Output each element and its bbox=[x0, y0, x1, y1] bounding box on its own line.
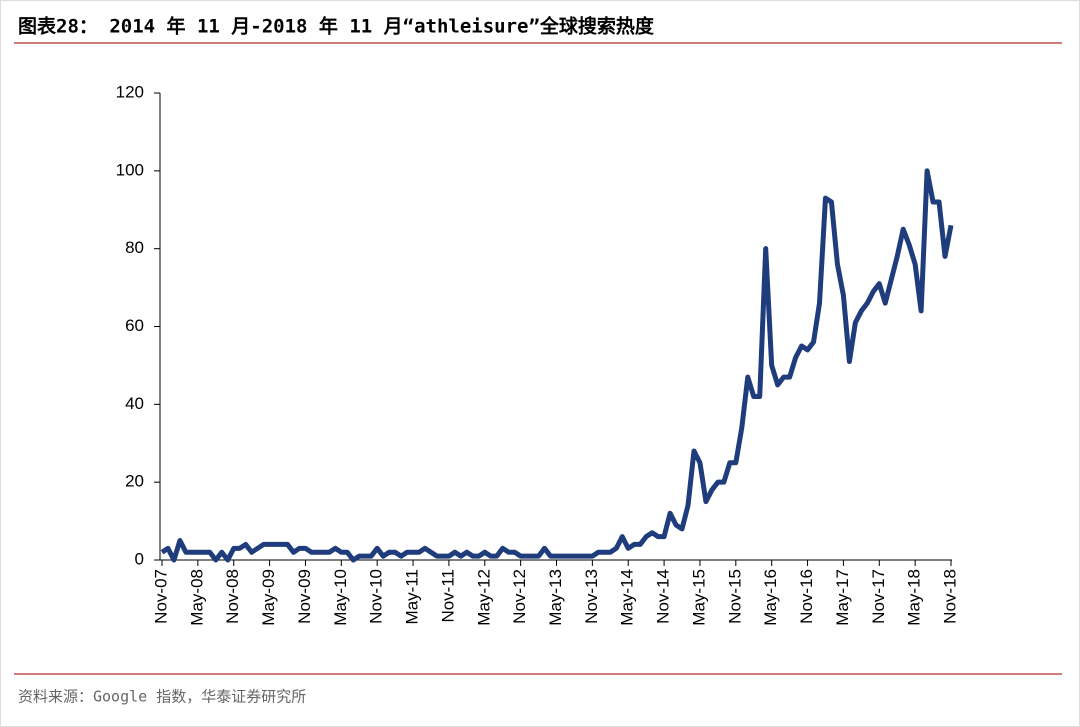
x-tick-label: Nov-13 bbox=[582, 569, 601, 624]
x-tick-label: May-13 bbox=[546, 569, 565, 626]
chart-title: 图表28： 2014 年 11 月-2018 年 11 月“athleisure… bbox=[18, 15, 655, 38]
x-tick-label: Nov-10 bbox=[367, 569, 386, 624]
y-tick-label: 40 bbox=[125, 394, 144, 413]
x-tick-label: May-16 bbox=[761, 569, 780, 626]
x-tick-label: May-12 bbox=[474, 569, 493, 626]
x-tick-label: Nov-18 bbox=[940, 569, 959, 624]
source-note: 资料来源：Google 指数，华泰证券研究所 bbox=[18, 688, 306, 706]
x-tick-label: Nov-15 bbox=[725, 569, 744, 624]
x-tick-label: Nov-14 bbox=[654, 569, 673, 624]
y-tick-label: 100 bbox=[116, 160, 144, 179]
x-tick-label: May-15 bbox=[689, 569, 708, 626]
x-tick-label: Nov-16 bbox=[797, 569, 816, 624]
y-tick-label: 20 bbox=[125, 472, 144, 491]
x-tick-label: Nov-09 bbox=[295, 569, 314, 624]
y-tick-label: 120 bbox=[116, 82, 144, 101]
x-tick-label: Nov-12 bbox=[510, 569, 529, 624]
x-tick-label: Nov-17 bbox=[869, 569, 888, 624]
x-tick-label: May-17 bbox=[833, 569, 852, 626]
y-tick-label: 0 bbox=[135, 549, 144, 568]
x-tick-label: May-09 bbox=[259, 569, 278, 626]
y-tick-label: 60 bbox=[125, 316, 144, 335]
x-tick-label: Nov-07 bbox=[151, 569, 170, 624]
x-tick-label: May-11 bbox=[403, 569, 422, 624]
y-tick-label: 80 bbox=[125, 238, 144, 257]
x-tick-label: Nov-08 bbox=[223, 569, 242, 624]
x-tick-label: May-08 bbox=[187, 569, 206, 626]
x-tick-label: May-10 bbox=[331, 569, 350, 626]
data-line bbox=[160, 168, 954, 563]
x-tick-label: May-18 bbox=[905, 569, 924, 626]
x-tick-label: Nov-11 bbox=[438, 569, 457, 623]
x-tick-label: May-14 bbox=[618, 569, 637, 626]
